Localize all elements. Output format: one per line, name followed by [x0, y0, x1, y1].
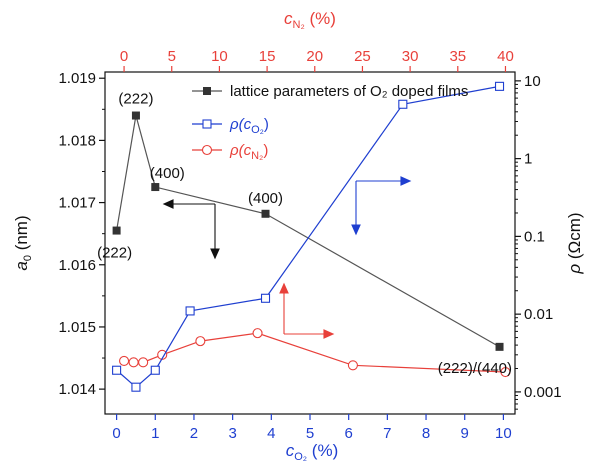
left-axis-title: a0 (nm): [12, 215, 34, 270]
data-point: [138, 357, 149, 368]
plane-annotation: (222)/(440): [438, 360, 512, 377]
right-tick-label: 1: [524, 151, 532, 168]
left-tick-label: 1.017: [58, 195, 96, 212]
left-tick-label: 1.015: [58, 319, 96, 336]
data-point: [195, 336, 206, 347]
right-tick-label: 0.001: [524, 384, 562, 401]
top-axis: 0 5 10 15 20 25 30 35 40: [120, 48, 514, 72]
bottom-tick-label: 1: [151, 425, 159, 442]
top-tick-label: 30: [402, 48, 419, 65]
data-point: [131, 382, 141, 392]
plane-annotation: (222): [118, 91, 153, 108]
top-tick-label: 0: [120, 48, 128, 65]
right-axis-title: ρ (Ωcm): [565, 212, 584, 274]
arrow-lattice-to-left-axis: [162, 199, 220, 260]
legend-label-lattice: lattice parameters of O₂ doped films: [230, 83, 468, 100]
data-point: [112, 365, 122, 375]
legend-item-lattice: lattice parameters of O₂ doped films: [192, 83, 468, 100]
right-tick-label: 0.1: [524, 228, 545, 245]
bottom-tick-label: 0: [112, 425, 120, 442]
data-point: [398, 99, 408, 109]
bottom-tick-label: 7: [383, 425, 391, 442]
top-tick-label: 25: [354, 48, 371, 65]
right-tick-label: 10: [524, 73, 541, 90]
bottom-tick-label: 8: [422, 425, 430, 442]
top-axis-title: cN₂ (%): [284, 9, 336, 31]
left-tick-label: 1.014: [58, 381, 96, 398]
legend-item-rho-n2: ρ(cN₂): [192, 142, 268, 162]
arrow-rho-o2-to-bottom-right-axes: [351, 176, 412, 236]
arrow-rho-n2-to-top-right-axes: [279, 282, 335, 339]
series-rho-cN2: [119, 328, 511, 378]
data-point: [495, 342, 504, 351]
left-tick-label: 1.019: [58, 70, 96, 87]
bottom-tick-label: 5: [306, 425, 314, 442]
series-line: [116, 115, 500, 348]
plane-annotation: (222): [97, 245, 132, 262]
data-point: [252, 328, 263, 339]
legend: lattice parameters of O₂ doped films ρ(c…: [192, 83, 468, 162]
plane-annotation: (400): [150, 165, 185, 182]
data-point: [494, 81, 505, 91]
bottom-tick-label: 6: [345, 425, 353, 442]
top-tick-label: 40: [497, 48, 514, 65]
data-point: [500, 367, 511, 378]
left-tick-label: 1.016: [58, 257, 96, 274]
data-point: [119, 355, 130, 367]
right-tick-label: 0.01: [524, 306, 553, 323]
data-point: [151, 183, 160, 192]
bottom-tick-label: 3: [228, 425, 236, 442]
data-point: [128, 357, 139, 368]
legend-label-rho-o2: ρ(cO₂): [229, 116, 269, 136]
top-tick-label: 35: [449, 48, 466, 65]
legend-label-rho-n2: ρ(cN₂): [229, 142, 268, 162]
bottom-tick-label: 4: [267, 425, 275, 442]
bottom-tick-label: 2: [190, 425, 198, 442]
series-line: [116, 85, 500, 388]
series-rho-cO2: [112, 81, 505, 392]
bottom-axis-title: cO₂ (%): [286, 441, 339, 463]
data-point: [185, 306, 195, 316]
series-lattice-parameters: [112, 111, 504, 351]
bottom-tick-label: 10: [495, 425, 512, 442]
bottom-axis: 0 1 2 3 4 5 6 7 8 9 10: [112, 414, 512, 442]
data-point: [347, 360, 358, 371]
top-tick-label: 20: [306, 48, 323, 65]
left-tick-label: 1.018: [58, 132, 96, 149]
data-point: [131, 111, 140, 120]
data-point: [150, 365, 160, 375]
top-tick-label: 10: [211, 48, 228, 65]
bottom-tick-label: 9: [461, 425, 469, 442]
top-tick-label: 15: [259, 48, 276, 65]
right-axis: 0.001 0.01 0.1 1 10: [515, 73, 562, 410]
plane-annotation: (400): [248, 190, 283, 207]
data-point: [112, 226, 121, 235]
data-point: [261, 209, 270, 218]
left-axis: 1.014 1.015 1.016 1.017 1.018 1.019: [58, 70, 105, 398]
annotations: (222) (400) (400) (222) (222)/(440): [97, 91, 512, 377]
top-tick-label: 5: [168, 48, 176, 65]
legend-item-rho-o2: ρ(cO₂): [192, 116, 269, 136]
data-point: [260, 293, 271, 303]
